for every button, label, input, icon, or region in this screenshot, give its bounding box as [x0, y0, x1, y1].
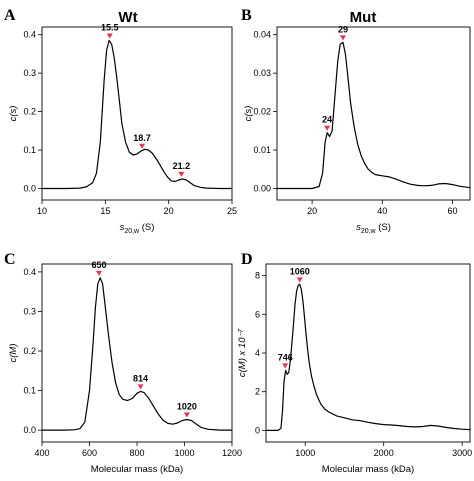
y-tick-label-a: 0.1 [23, 145, 36, 155]
peak-marker-icon-c [137, 384, 144, 390]
y-tick-label-a: 0.0 [23, 183, 36, 193]
peak-label-a: 21.2 [173, 161, 191, 171]
x-tick-label-d: 3000 [452, 448, 472, 458]
panel-title-a: Wt [118, 9, 137, 26]
plot-frame-b [276, 26, 471, 201]
data-curve-c [42, 277, 232, 431]
data-curve-a [42, 39, 232, 190]
peak-label-c: 814 [133, 373, 148, 383]
x-axis-label-c: Molecular mass (kDa) [91, 464, 183, 475]
peak-marker-icon-a [139, 143, 146, 149]
y-tick-label-a: 0.4 [23, 30, 36, 40]
y-tick-label-c: 0.3 [23, 306, 36, 316]
peak-label-a: 18.7 [133, 133, 151, 143]
y-tick-label-c: 0.2 [23, 346, 36, 356]
x-axis-label-main: s [356, 222, 361, 233]
x-axis-label-subscript: 20,w [361, 228, 377, 235]
y-tick-label-d: 0 [255, 425, 260, 435]
x-tick-label-b: 40 [377, 206, 387, 216]
peak-label-b: 24 [322, 115, 332, 125]
peak-marker-icon-d [296, 277, 303, 283]
y-tick-label-b: 0.02 [253, 107, 271, 117]
y-tick-label-b: 0.04 [253, 30, 271, 40]
y-tick-label-d: 8 [255, 271, 260, 281]
data-curve-d [266, 283, 471, 431]
peak-marker-icon-b [324, 125, 331, 131]
x-tick-label-c: 1000 [174, 448, 194, 458]
peak-marker-icon-a [178, 171, 185, 177]
x-axis-label-b: s20,w (S) [356, 222, 391, 235]
peak-marker-icon-b [339, 35, 346, 41]
y-tick-label-a: 0.3 [23, 68, 36, 78]
peak-label-c: 1020 [177, 401, 197, 411]
y-tick-label-c: 0.4 [23, 267, 36, 277]
y-tick-label-b: 0.03 [253, 68, 271, 78]
x-tick-label-a: 20 [164, 206, 174, 216]
data-curve-b [277, 41, 471, 190]
peak-marker-icon-c [183, 412, 190, 418]
x-tick-label-c: 1200 [222, 448, 242, 458]
x-tick-label-a: 10 [37, 206, 47, 216]
x-tick-label-a: 25 [227, 206, 237, 216]
x-tick-label-c: 600 [82, 448, 97, 458]
y-tick-label-d: 4 [255, 348, 260, 358]
panel-letter-a: A [4, 7, 16, 24]
y-axis-label-a: c(s) [8, 106, 19, 122]
x-tick-label-c: 400 [34, 448, 49, 458]
plot-frame-c [41, 263, 233, 443]
peak-marker-icon-c [96, 270, 102, 276]
peak-label-a: 15.5 [101, 22, 119, 32]
x-tick-label-b: 20 [307, 206, 317, 216]
panel-letter-d: D [241, 251, 253, 268]
peak-label-b: 29 [338, 24, 348, 34]
x-tick-label-d: 2000 [374, 448, 394, 458]
x-axis-label-a: s20,w (S) [120, 222, 155, 235]
y-tick-label-b: 0.00 [253, 183, 271, 193]
peak-marker-icon-d [282, 363, 289, 369]
panel-letter-c: C [4, 251, 16, 268]
x-tick-label-d: 1000 [295, 448, 315, 458]
y-tick-label-a: 0.2 [23, 107, 36, 117]
y-axis-label-b: c(s) [243, 106, 254, 122]
y-axis-label-d: c(M) x 10⁻⁷ [237, 329, 248, 378]
panel-title-b: Mut [350, 9, 377, 26]
y-tick-label-c: 0.1 [23, 386, 36, 396]
x-tick-label-c: 800 [129, 448, 144, 458]
y-tick-label-b: 0.01 [253, 145, 271, 155]
peak-label-d: 746 [278, 352, 293, 362]
x-tick-label-a: 15 [100, 206, 110, 216]
peak-label-d: 1060 [290, 266, 310, 276]
x-axis-label-subscript: 20,w [124, 228, 140, 235]
x-axis-label-unit: (S) [376, 222, 391, 233]
plot-frame-a [41, 26, 233, 201]
y-tick-label-c: 0.0 [23, 425, 36, 435]
x-axis-label-d: Molecular mass (kDa) [322, 464, 414, 475]
panel-letter-b: B [241, 7, 252, 24]
peak-label-c: 650 [91, 260, 106, 270]
x-axis-label-unit: (S) [139, 222, 154, 233]
peak-marker-icon-a [106, 33, 113, 39]
y-tick-label-d: 2 [255, 387, 260, 397]
y-axis-label-c: c(M) [8, 344, 19, 363]
y-tick-label-d: 6 [255, 309, 260, 319]
x-tick-label-b: 60 [447, 206, 457, 216]
x-axis-label-main: s [120, 222, 125, 233]
